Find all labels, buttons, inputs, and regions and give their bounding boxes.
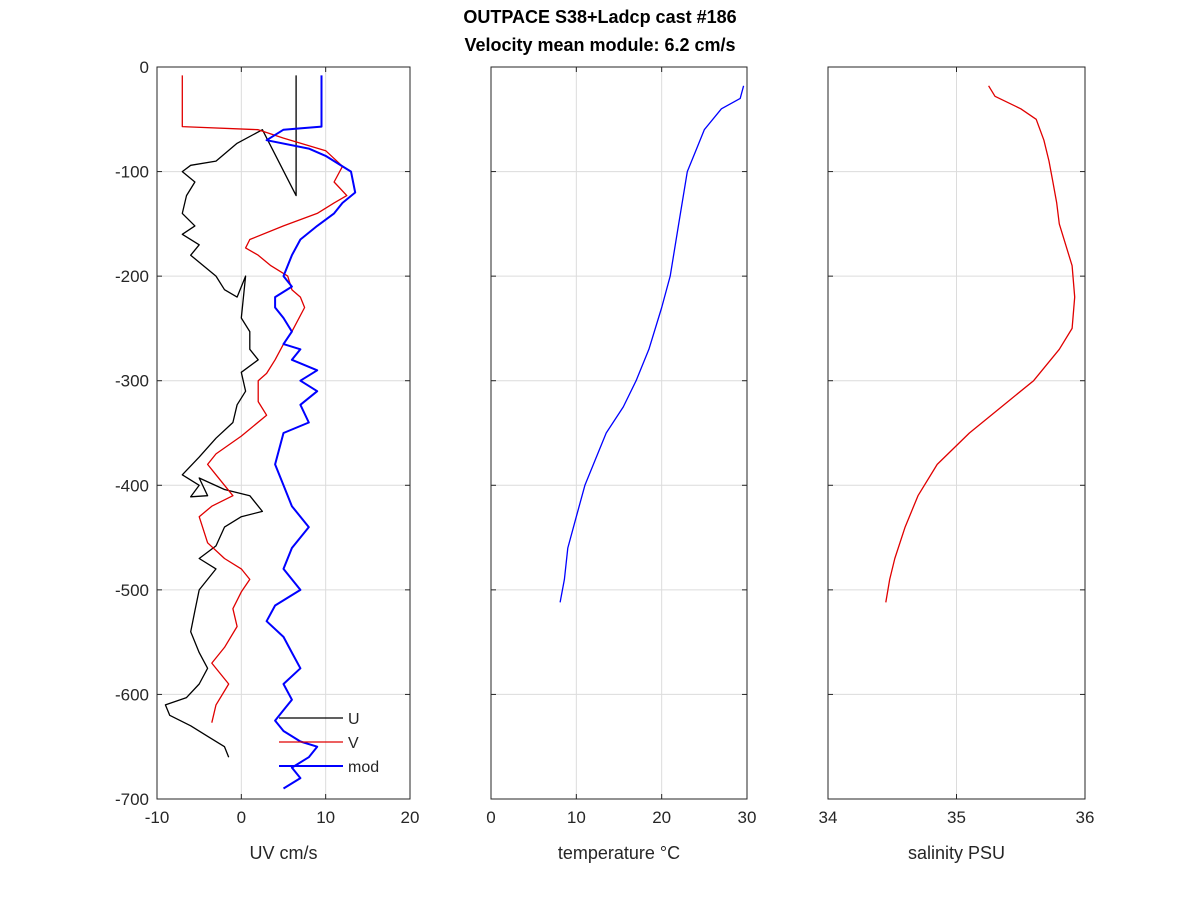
legend-label-v: V bbox=[348, 735, 359, 752]
x-tick-label: 10 bbox=[567, 808, 586, 827]
x-tick-label: 34 bbox=[819, 808, 838, 827]
x-tick-label: 20 bbox=[401, 808, 420, 827]
chart-panel-2: 0 10 20 30 temperature °C bbox=[486, 66, 757, 863]
chart-title-line2: Velocity mean module: 6.2 cm/s bbox=[464, 35, 736, 55]
y-tick-label: -400 bbox=[115, 476, 149, 495]
x-tick-label: 0 bbox=[486, 808, 495, 827]
y-tick-label: -100 bbox=[115, 163, 149, 182]
chart-panel-3: 34 35 36 salinity PSU bbox=[819, 66, 1095, 863]
y-tick-label: -200 bbox=[115, 267, 149, 286]
axes-box bbox=[490, 66, 748, 800]
y-tick-label: -700 bbox=[115, 790, 149, 809]
x-axis-label: UV cm/s bbox=[249, 843, 317, 863]
x-axis-label: salinity PSU bbox=[908, 843, 1005, 863]
x-tick-label: 0 bbox=[237, 808, 246, 827]
y-tick-label: 0 bbox=[140, 58, 149, 77]
y-tick-label: -500 bbox=[115, 581, 149, 600]
y-tick-label: -300 bbox=[115, 372, 149, 391]
series-line-mod bbox=[265, 75, 357, 790]
series-line-profile bbox=[559, 85, 745, 603]
series-line-v bbox=[181, 75, 348, 723]
chart-title-line1: OUTPACE S38+Ladcp cast #186 bbox=[463, 7, 737, 27]
series-line-u bbox=[164, 75, 297, 758]
y-tick-label: -600 bbox=[115, 685, 149, 704]
axes-box bbox=[156, 66, 411, 800]
x-tick-label: 20 bbox=[652, 808, 671, 827]
x-tick-label: 10 bbox=[316, 808, 335, 827]
x-tick-label: 35 bbox=[947, 808, 966, 827]
chart-panel-1: -10 0 10 200-100-200-300-400-500-600-700UV … bbox=[115, 58, 419, 863]
x-tick-label: 36 bbox=[1076, 808, 1095, 827]
x-tick-label: 30 bbox=[738, 808, 757, 827]
x-tick-label: -10 bbox=[145, 808, 170, 827]
x-axis-label: temperature °C bbox=[558, 843, 680, 863]
legend-label-mod: mod bbox=[348, 759, 379, 776]
legend-label-u: U bbox=[348, 711, 360, 728]
series-line-profile bbox=[885, 85, 1076, 603]
